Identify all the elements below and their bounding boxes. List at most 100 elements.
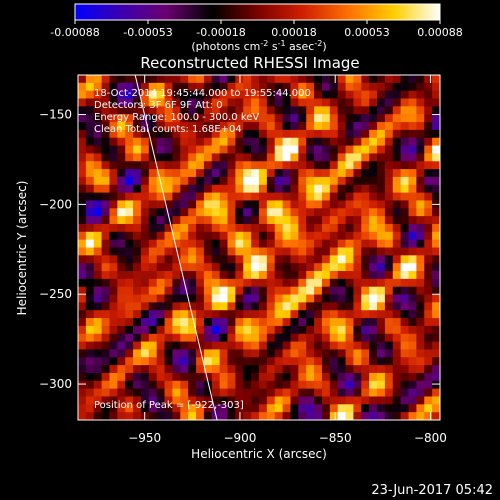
heatmap-cell (164, 208, 174, 217)
heatmap-cell (243, 278, 252, 288)
heatmap-cell (306, 278, 315, 288)
heatmap-cell (219, 396, 229, 405)
heatmap-cell (243, 365, 252, 374)
heatmap-cell (392, 90, 402, 100)
heatmap-cell (227, 255, 236, 264)
heatmap-cell (203, 286, 213, 296)
heatmap-cell (345, 169, 355, 178)
heatmap-cell (164, 357, 174, 366)
heatmap-cell (314, 341, 323, 351)
heatmap-cell (101, 318, 111, 327)
heatmap-cell (172, 82, 181, 92)
heatmap-cell (353, 208, 362, 217)
heatmap-cell (345, 349, 355, 358)
heatmap-cell (392, 106, 402, 115)
heatmap-cell (251, 294, 260, 303)
heatmap-cell (259, 145, 268, 155)
heatmap-cell (219, 302, 229, 311)
heatmap-cell (424, 231, 433, 241)
heatmap-cell (266, 208, 276, 217)
heatmap-cell (117, 75, 126, 84)
heatmap-cell (321, 75, 331, 84)
heatmap-cell (377, 231, 386, 241)
heatmap-cell (133, 349, 142, 358)
heatmap-cell (321, 231, 331, 241)
heatmap-cell (290, 98, 299, 107)
heatmap-cell (306, 286, 315, 296)
heatmap-cell (408, 271, 417, 280)
heatmap-cell (259, 200, 268, 209)
heatmap-cell (140, 365, 150, 374)
heatmap-cell (432, 357, 440, 366)
heatmap-cell (133, 192, 142, 202)
heatmap-cell (188, 90, 197, 100)
heatmap-cell (164, 169, 174, 178)
heatmap-cell (125, 263, 134, 272)
heatmap-cell (211, 184, 221, 194)
heatmap-cell (274, 310, 284, 319)
heatmap-cell (377, 176, 386, 186)
heatmap-cell (251, 271, 260, 280)
heatmap-cell (282, 231, 292, 241)
heatmap-cell (227, 82, 236, 92)
heatmap-cell (125, 200, 134, 209)
heatmap-cell (282, 333, 292, 343)
heatmap-cell (156, 380, 166, 390)
heatmap-cell (117, 145, 126, 155)
heatmap-cell (156, 263, 166, 272)
heatmap-cell (243, 404, 252, 413)
heatmap-cell (133, 396, 142, 405)
heatmap-cell (85, 200, 95, 209)
heatmap-cell (329, 333, 339, 343)
heatmap-cell (432, 137, 440, 147)
heatmap-cell (156, 302, 166, 311)
heatmap-cell (345, 404, 355, 413)
heatmap-cell (259, 223, 268, 233)
heatmap-cell (172, 255, 181, 264)
heatmap-cell (314, 231, 323, 241)
heatmap-cell (148, 412, 158, 420)
heatmap-cell (337, 192, 347, 202)
heatmap-cell (282, 208, 292, 217)
heatmap-cell (164, 231, 174, 241)
heatmap-cell (266, 231, 276, 241)
heatmap-cell (251, 192, 260, 202)
heatmap-cell (148, 239, 158, 249)
heatmap-cell (298, 231, 307, 241)
heatmap-cell (321, 294, 331, 303)
heatmap-cell (172, 239, 181, 249)
heatmap-cell (140, 82, 150, 92)
heatmap-cell (384, 129, 394, 139)
heatmap-cell (353, 286, 362, 296)
heatmap-cell (321, 357, 331, 366)
heatmap-cell (259, 286, 268, 296)
heatmap-cell (133, 333, 142, 343)
heatmap-cell (392, 388, 402, 398)
heatmap-cell (274, 231, 284, 241)
heatmap-cell (290, 75, 299, 84)
heatmap-cell (424, 137, 433, 147)
heatmap-cell (337, 255, 347, 264)
heatmap-cell (400, 161, 410, 170)
heatmap-cell (432, 98, 440, 107)
heatmap-cell (188, 294, 197, 303)
heatmap-cell (196, 114, 205, 123)
heatmap-cell (314, 192, 323, 202)
heatmap-cell (424, 380, 433, 390)
heatmap-cell (227, 114, 236, 123)
heatmap-cell (251, 263, 260, 272)
heatmap-cell (227, 318, 236, 327)
heatmap-cell (416, 318, 425, 327)
heatmap-cell (211, 98, 221, 107)
heatmap-cell (109, 349, 118, 358)
heatmap-cell (203, 223, 213, 233)
heatmap-cell (85, 247, 95, 256)
heatmap-cell (377, 412, 386, 420)
heatmap-cell (251, 200, 260, 209)
heatmap-cell (196, 129, 205, 139)
heatmap-cell (424, 176, 433, 186)
heatmap-cell (353, 365, 362, 374)
heatmap-cell (369, 349, 378, 358)
heatmap-cell (306, 90, 315, 100)
heatmap-cell (78, 169, 87, 178)
